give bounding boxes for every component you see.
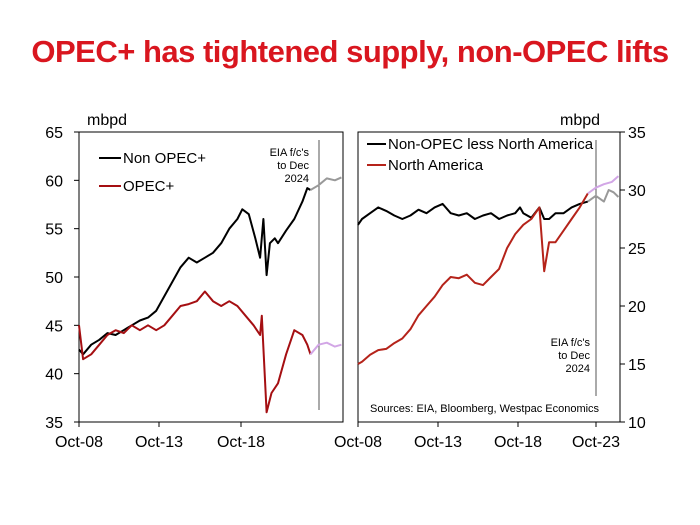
right-y-tick-label-10: 10 [628, 415, 646, 432]
right-plot-frame [357, 131, 621, 423]
forecast-line-north-america [587, 175, 620, 195]
right-x-axis: Oct-08 Oct-13 Oct-18 Oct-23 [334, 422, 620, 451]
right-y-axis: 35 30 25 20 15 10 [620, 125, 646, 432]
right-y-tick-label-20: 20 [628, 299, 646, 316]
left-unit-label: mbpd [87, 112, 127, 129]
series-line-north-america [357, 192, 589, 365]
right-x-tick-label-oct-13: Oct-13 [414, 434, 462, 451]
left-x-tick-label-oct-08: Oct-08 [55, 434, 103, 451]
legend-label-north-america: North America [388, 157, 484, 174]
legend-label-opec-plus: OPEC+ [123, 178, 175, 195]
left-x-axis: Oct-08 Oct-13 Oct-18 [55, 422, 265, 451]
left-series-group [78, 176, 342, 414]
left-y-tick-label-60: 60 [45, 173, 63, 190]
series-line-non-opec-less-north-america [357, 200, 589, 226]
right-legend: Non-OPEC less North America North Americ… [367, 136, 594, 174]
right-y-tick-label-35: 35 [628, 125, 646, 142]
left-y-tick-label-40: 40 [45, 367, 63, 384]
right-unit-label: mbpd [560, 112, 600, 129]
left-x-tick-label-oct-13: Oct-13 [135, 434, 183, 451]
right-x-tick-label-oct-23: Oct-23 [572, 434, 620, 451]
chart-title: OPEC+ has tightened supply, non-OPEC lif… [31, 34, 669, 69]
series-line-non-opec [78, 187, 312, 356]
right-annotation-line-3: 2024 [566, 363, 590, 375]
left-legend: Non OPEC+ OPEC+ [99, 150, 206, 195]
right-y-tick-label-30: 30 [628, 183, 646, 200]
source-note: Sources: EIA, Bloomberg, Westpac Economi… [370, 403, 600, 415]
right-x-tick-label-oct-08: Oct-08 [334, 434, 382, 451]
left-y-tick-label-65: 65 [45, 125, 63, 142]
left-x-tick-label-oct-18: Oct-18 [217, 434, 265, 451]
left-annotation-line-2: to Dec [277, 160, 309, 172]
right-y-tick-label-25: 25 [628, 241, 646, 258]
left-panel: mbpd 65 60 55 50 45 40 35 Oct-08 Oct-13 Oct-18 E… [45, 112, 344, 451]
left-y-tick-label-45: 45 [45, 318, 63, 335]
forecast-line-non-opec [309, 176, 342, 191]
left-y-tick-label-50: 50 [45, 270, 63, 287]
left-y-axis: 65 60 55 50 45 40 35 [45, 125, 79, 432]
left-annotation-line-3: 2024 [285, 173, 309, 185]
legend-label-non-opec-plus: Non OPEC+ [123, 150, 206, 167]
series-line-opec [78, 290, 312, 414]
forecast-line-non-opec-less-north-america [587, 189, 620, 203]
forecast-line-opec [309, 341, 342, 355]
right-y-tick-label-15: 15 [628, 357, 646, 374]
legend-label-non-opec-less-na: Non-OPEC less North America [388, 136, 594, 153]
left-annotation-line-1: EIA f/c's [270, 147, 310, 159]
right-annotation-line-2: to Dec [558, 350, 590, 362]
left-y-tick-label-55: 55 [45, 222, 63, 239]
right-annotation-line-1: EIA f/c's [551, 337, 591, 349]
left-y-tick-label-35: 35 [45, 415, 63, 432]
right-x-tick-label-oct-18: Oct-18 [494, 434, 542, 451]
right-series-group [357, 175, 620, 365]
